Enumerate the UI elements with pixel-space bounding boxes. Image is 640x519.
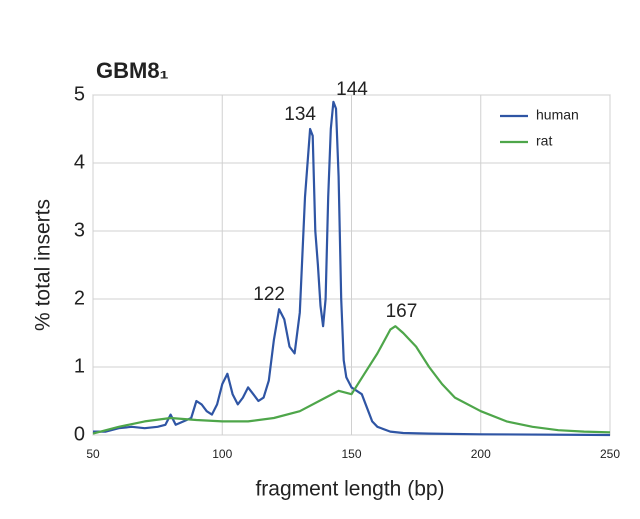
chart-title: GBM8₁: [96, 58, 169, 83]
x-tick-label: 50: [86, 447, 100, 461]
y-tick-label: 2: [74, 287, 85, 309]
legend-label: rat: [536, 133, 552, 149]
data-line: [92, 325, 611, 435]
legend-label: human: [536, 107, 579, 123]
y-tick-label: 5: [74, 83, 85, 105]
y-tick-label: 0: [74, 423, 85, 445]
annotation: 144: [336, 79, 368, 100]
x-tick-label: 250: [600, 447, 620, 461]
y-axis-label: % total inserts: [32, 199, 55, 331]
y-tick-label: 3: [74, 219, 85, 241]
x-tick-label: 100: [212, 447, 232, 461]
x-axis-label: fragment length (bp): [255, 478, 444, 501]
annotation: 167: [386, 301, 418, 322]
y-tick-label: 1: [74, 355, 85, 377]
x-tick-label: 200: [471, 447, 491, 461]
y-tick-label: 4: [74, 151, 85, 173]
annotation: 122: [253, 284, 285, 305]
annotation: 134: [284, 104, 316, 125]
x-tick-label: 150: [341, 447, 361, 461]
